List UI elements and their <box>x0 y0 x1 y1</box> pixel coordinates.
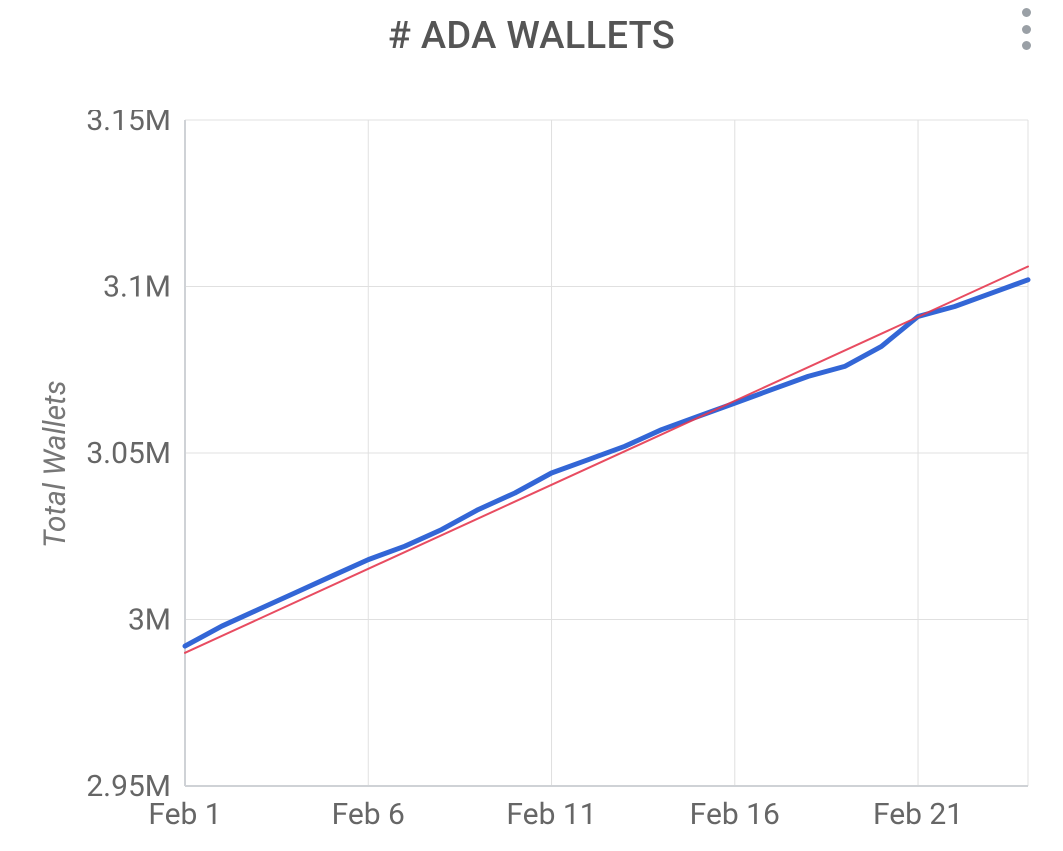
x-tick-label: Feb 6 <box>332 797 405 832</box>
x-tick-label: Feb 11 <box>506 797 596 832</box>
y-tick-label: 3.1M <box>103 270 171 305</box>
y-tick-label: 3.05M <box>86 436 171 471</box>
chart-title: # ADA WALLETS <box>388 14 675 58</box>
x-tick-label: Feb 21 <box>873 797 963 832</box>
y-tick-label: 3M <box>128 603 171 638</box>
y-tick-label: 3.15M <box>86 110 171 138</box>
kebab-menu-icon[interactable] <box>1011 8 1041 50</box>
x-tick-label: Feb 1 <box>148 797 221 832</box>
x-tick-label: Feb 16 <box>690 797 780 832</box>
y-axis-label: Total Wallets <box>38 380 73 548</box>
line-chart: 2.95M3M3.05M3.1M3.15MFeb 1Feb 6Feb 11Feb… <box>10 110 1048 841</box>
